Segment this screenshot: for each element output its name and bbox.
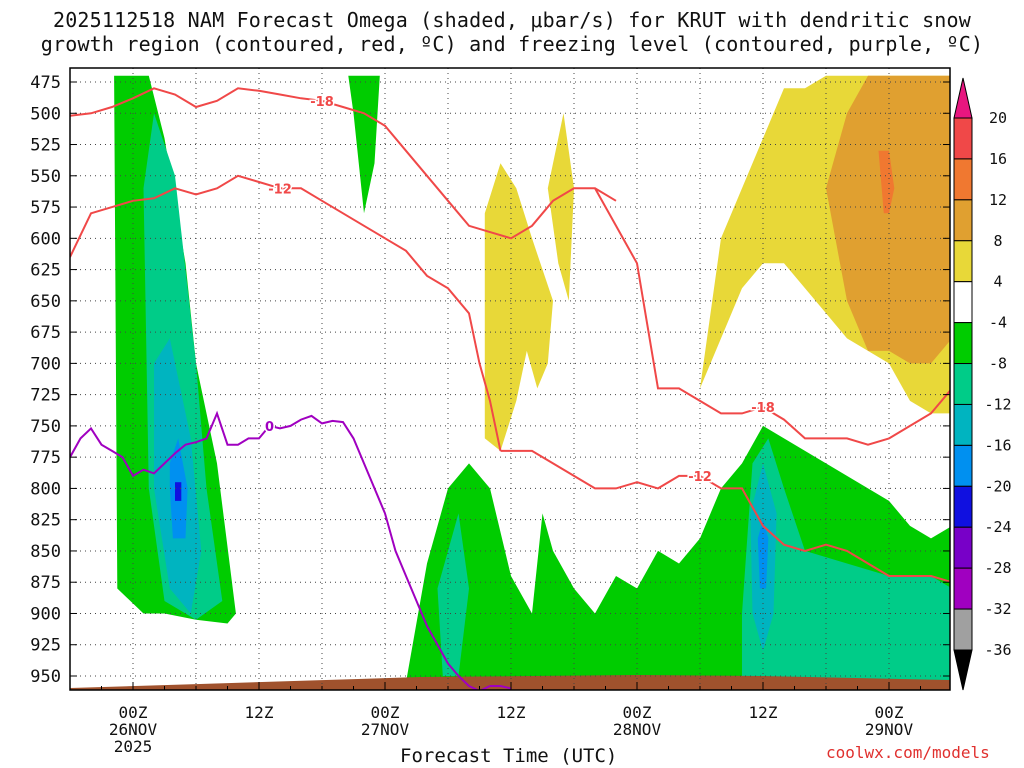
y-tick-label-650: 650 <box>30 292 61 312</box>
x-tick-label-60-0: 12Z <box>749 703 778 722</box>
omega-region-4 <box>175 482 181 501</box>
colorbar-label-8: -16 <box>984 436 1011 454</box>
colorbar-swatch-11 <box>954 568 972 609</box>
colorbar-swatch-2 <box>954 200 972 241</box>
y-tick-label-750: 750 <box>30 417 61 437</box>
colorbar-label-13: -36 <box>984 641 1011 659</box>
credit-link[interactable]: coolwx.com/models <box>826 743 990 762</box>
y-tick-label-700: 700 <box>30 354 61 374</box>
y-tick-label-575: 575 <box>30 198 61 218</box>
colorbar-label-3: 8 <box>993 232 1002 250</box>
colorbar-swatch-5 <box>954 323 972 364</box>
y-tick-label-925: 925 <box>30 636 61 656</box>
y-tick-label-675: 675 <box>30 323 61 343</box>
y-tick-label-525: 525 <box>30 136 61 156</box>
colorbar-swatch-6 <box>954 364 972 405</box>
y-tick-label-850: 850 <box>30 542 61 562</box>
contour-label-0: -18 <box>310 95 334 110</box>
colorbar-top-arrow <box>954 78 972 118</box>
y-tick-label-775: 775 <box>30 448 61 468</box>
colorbar-label-6: -8 <box>989 355 1007 373</box>
omega-region-11 <box>485 163 553 451</box>
colorbar-swatch-4 <box>954 282 972 323</box>
colorbar-label-9: -20 <box>984 477 1011 495</box>
x-tick-label-48-1: 28NOV <box>613 720 662 739</box>
colorbar-bottom-arrow <box>954 650 972 690</box>
x-axis-label: Forecast Time (UTC) <box>400 745 617 767</box>
y-tick-label-550: 550 <box>30 167 61 187</box>
colorbar-label-5: -4 <box>989 314 1007 332</box>
x-tick-label-72-1: 29NOV <box>865 720 914 739</box>
colorbar-label-12: -32 <box>984 600 1011 618</box>
contour-label-3: -18 <box>751 401 775 416</box>
colorbar-swatch-0 <box>954 118 972 159</box>
colorbar-swatch-9 <box>954 486 972 527</box>
y-tick-label-500: 500 <box>30 104 61 124</box>
colorbar-label-0: 20 <box>989 109 1007 127</box>
y-tick-label-475: 475 <box>30 73 61 93</box>
colorbar-swatch-8 <box>954 445 972 486</box>
contour-label-2: -12 <box>688 470 712 485</box>
x-tick-label-0-2: 2025 <box>114 737 153 756</box>
x-tick-label-12-0: 12Z <box>245 703 274 722</box>
y-tick-label-725: 725 <box>30 386 61 406</box>
colorbar-label-4: 4 <box>993 273 1002 291</box>
colorbar-swatch-7 <box>954 404 972 445</box>
y-tick-label-825: 825 <box>30 511 61 531</box>
colorbar-swatch-3 <box>954 241 972 282</box>
y-tick-label-875: 875 <box>30 573 61 593</box>
y-tick-label-950: 950 <box>30 667 61 687</box>
colorbar-label-11: -28 <box>984 559 1011 577</box>
y-tick-label-625: 625 <box>30 261 61 281</box>
contour-label-4: 0 <box>265 420 274 435</box>
colorbar: 20 16 12 8 4 -4 -8 -12 -16 -20 -24 -28 -32 -36 <box>954 78 1012 690</box>
colorbar-swatch-1 <box>954 159 972 200</box>
y-tick-label-800: 800 <box>30 479 61 499</box>
omega-chart: -18 -12 -12 -18 0 475 500 525 550 575 600 625 650 67… <box>0 0 1024 768</box>
y-tick-label-600: 600 <box>30 229 61 249</box>
colorbar-label-2: 12 <box>989 191 1007 209</box>
y-tick-label-900: 900 <box>30 604 61 624</box>
colorbar-label-7: -12 <box>984 395 1011 413</box>
colorbar-swatch-12 <box>954 609 972 650</box>
contour-label-1: -12 <box>268 182 292 197</box>
x-tick-label-24-1: 27NOV <box>361 720 410 739</box>
colorbar-label-1: 16 <box>989 150 1007 168</box>
x-tick-label-36-0: 12Z <box>497 703 526 722</box>
colorbar-label-10: -24 <box>984 518 1011 536</box>
colorbar-swatch-10 <box>954 527 972 568</box>
